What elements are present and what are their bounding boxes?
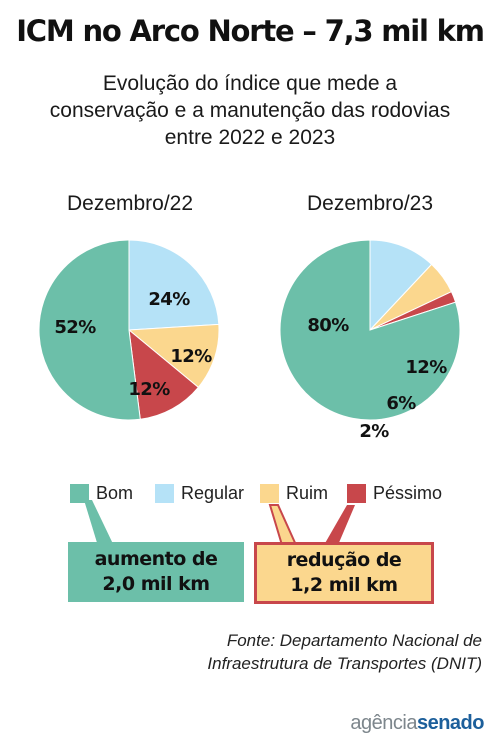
pie-data-label: 12% bbox=[170, 346, 212, 367]
callout-line: 1,2 mil km bbox=[290, 574, 398, 596]
callout-line: redução de bbox=[286, 549, 402, 571]
pie-data-label: 6% bbox=[386, 393, 416, 414]
chart-subtitle: Evolução do índice que mede a conservaçã… bbox=[10, 70, 490, 151]
legend-item-pessimo: Péssimo bbox=[347, 480, 442, 506]
legend-label: Péssimo bbox=[373, 482, 443, 503]
legend-item-bom: Bom bbox=[70, 480, 133, 506]
pie-title-2023: Dezembro/23 bbox=[306, 192, 434, 215]
legend-swatch bbox=[70, 483, 89, 503]
legend-swatch bbox=[260, 483, 279, 503]
pie-chart-2022: 52% 24% 12%12% bbox=[38, 239, 220, 421]
subtitle-line: conservação e a manutenção das rodovias bbox=[49, 99, 451, 122]
pie-data-label: 80% bbox=[307, 315, 349, 336]
good-callout-pointer bbox=[84, 500, 114, 546]
pie-slice-regular bbox=[128, 239, 220, 331]
legend-label: Bom bbox=[96, 482, 134, 503]
pie-data-label: 24% bbox=[148, 289, 190, 310]
legend-item-regular: Regular bbox=[155, 480, 244, 506]
chart-title: ICM no Arco Norte – 7,3 mil km bbox=[16, 14, 485, 48]
pie-slice-bom bbox=[279, 239, 461, 421]
pie-title-2022: Dezembro/22 bbox=[66, 192, 194, 215]
pie-slice-pessimo bbox=[128, 328, 200, 420]
subtitle-line: Evolução do índice que mede a bbox=[102, 72, 398, 95]
callout-line: aumento de bbox=[94, 548, 218, 570]
pie-data-label: 12% bbox=[128, 379, 170, 400]
brand-part1: agência bbox=[350, 712, 417, 734]
legend-swatch bbox=[347, 483, 366, 503]
pie-slice-regular bbox=[369, 239, 433, 332]
bad-callout-pointer-left bbox=[268, 504, 298, 546]
callout-pointers bbox=[84, 500, 355, 546]
pie-slice-bom bbox=[38, 239, 141, 421]
brand-part2: senado bbox=[416, 712, 485, 734]
legend-label: Regular bbox=[181, 482, 245, 503]
legend-item-ruim: Ruim bbox=[260, 480, 328, 506]
pie-slice-ruim bbox=[127, 323, 220, 389]
pie-data-label: 12% bbox=[405, 357, 447, 378]
legend: Bom Regular Ruim Péssimo bbox=[0, 480, 500, 510]
pie-data-label: 52% bbox=[54, 317, 96, 338]
legend-swatch bbox=[155, 483, 174, 503]
subtitle-line: entre 2022 e 2023 bbox=[164, 126, 336, 149]
bad-callout: redução de 1,2 mil km bbox=[254, 542, 434, 604]
pie-data-label: 2% bbox=[359, 421, 389, 442]
callout-line: 2,0 mil km bbox=[102, 573, 210, 595]
bad-callout-pointer-right bbox=[324, 505, 355, 545]
brand-logo: agênciasenado bbox=[350, 712, 484, 735]
source-line: Infraestrutura de Transportes (DNIT) bbox=[207, 654, 482, 673]
pie-chart-2023: 80% 12% 6% 2% bbox=[279, 239, 461, 442]
good-callout: aumento de 2,0 mil km bbox=[68, 542, 244, 602]
source-line: Fonte: Departamento Nacional de bbox=[226, 631, 482, 650]
legend-label: Ruim bbox=[286, 482, 329, 503]
source-note: Fonte: Departamento Nacional de Infraest… bbox=[42, 629, 482, 675]
